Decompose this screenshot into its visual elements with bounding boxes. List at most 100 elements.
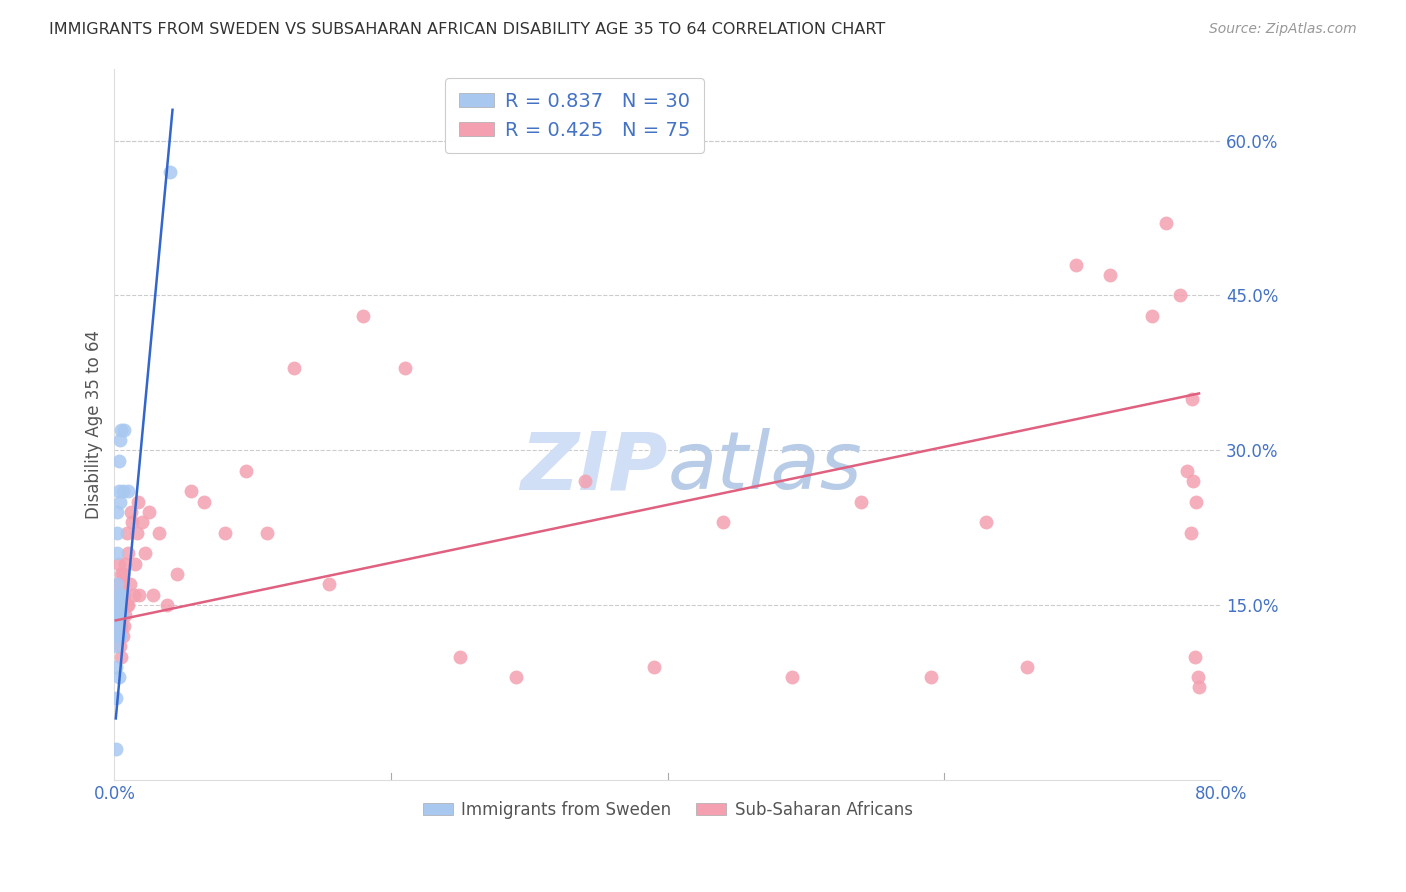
Point (131, 516, 153, 530)
Text: Source: ZipAtlas.com: Source: ZipAtlas.com (1209, 22, 1357, 37)
Point (1168, 288, 1191, 302)
Point (107, 588, 129, 602)
Point (214, 525, 236, 540)
Point (115, 598, 138, 612)
Point (1184, 649, 1206, 664)
Point (108, 608, 131, 623)
Point (107, 453, 129, 467)
Point (107, 588, 129, 602)
Point (117, 598, 139, 612)
Point (117, 546, 139, 560)
Point (134, 546, 156, 560)
Point (108, 598, 131, 612)
Point (1154, 216, 1177, 230)
Point (122, 588, 145, 602)
Point (107, 608, 129, 623)
Point (235, 464, 257, 478)
Point (108, 629, 131, 643)
Point (108, 495, 131, 509)
Point (142, 588, 165, 602)
Point (124, 557, 146, 571)
Point (108, 618, 131, 632)
Point (111, 598, 134, 612)
Point (193, 495, 215, 509)
Point (1181, 392, 1204, 406)
Point (166, 566, 188, 581)
Point (107, 670, 129, 684)
Point (1187, 670, 1209, 684)
Point (107, 598, 129, 612)
Point (105, 618, 128, 632)
Point (110, 608, 132, 623)
Point (108, 598, 131, 612)
Point (1140, 309, 1163, 323)
Point (104, 690, 127, 705)
Point (117, 484, 139, 499)
Point (105, 525, 128, 540)
Point (711, 516, 734, 530)
Point (107, 629, 129, 643)
Point (108, 577, 131, 591)
Point (110, 588, 132, 602)
Point (110, 649, 132, 664)
Point (105, 505, 128, 519)
Point (159, 164, 181, 178)
Point (156, 598, 179, 612)
Point (1188, 681, 1211, 695)
Point (105, 546, 128, 560)
Point (105, 618, 128, 632)
Point (449, 649, 471, 664)
Point (121, 516, 143, 530)
Point (138, 505, 160, 519)
Legend: Immigrants from Sweden, Sub-Saharan Africans: Immigrants from Sweden, Sub-Saharan Afri… (416, 794, 920, 825)
Point (318, 577, 340, 591)
Point (782, 670, 804, 684)
Point (107, 618, 129, 632)
Point (111, 629, 134, 643)
Point (112, 588, 135, 602)
Point (107, 484, 129, 499)
Point (105, 577, 128, 591)
Point (107, 629, 129, 643)
Point (179, 484, 201, 499)
Point (643, 660, 665, 674)
Point (110, 423, 132, 437)
Point (104, 588, 127, 602)
Y-axis label: Disability Age 35 to 64: Disability Age 35 to 64 (86, 330, 103, 519)
Point (974, 516, 997, 530)
Point (108, 639, 131, 653)
Point (104, 660, 127, 674)
Point (1182, 474, 1205, 488)
Point (505, 670, 527, 684)
Point (110, 598, 132, 612)
Point (1175, 464, 1198, 478)
Point (111, 566, 134, 581)
Point (1185, 495, 1208, 509)
Point (108, 433, 131, 447)
Point (110, 618, 132, 632)
Point (920, 670, 942, 684)
Point (1064, 258, 1087, 272)
Point (148, 525, 170, 540)
Point (394, 360, 416, 375)
Point (118, 577, 141, 591)
Point (125, 525, 148, 540)
Point (110, 566, 132, 581)
Text: atlas: atlas (668, 428, 862, 506)
Point (104, 608, 127, 623)
Point (112, 423, 135, 437)
Point (114, 608, 136, 623)
Point (105, 577, 128, 591)
Point (851, 495, 873, 509)
Text: ZIP: ZIP (520, 428, 668, 506)
Point (352, 309, 374, 323)
Point (105, 598, 128, 612)
Point (112, 618, 135, 632)
Text: IMMIGRANTS FROM SWEDEN VS SUBSAHARAN AFRICAN DISABILITY AGE 35 TO 64 CORRELATION: IMMIGRANTS FROM SWEDEN VS SUBSAHARAN AFR… (49, 22, 886, 37)
Point (111, 484, 134, 499)
Point (1180, 525, 1202, 540)
Point (115, 525, 138, 540)
Point (256, 525, 278, 540)
Point (114, 557, 136, 571)
Point (1099, 268, 1122, 282)
